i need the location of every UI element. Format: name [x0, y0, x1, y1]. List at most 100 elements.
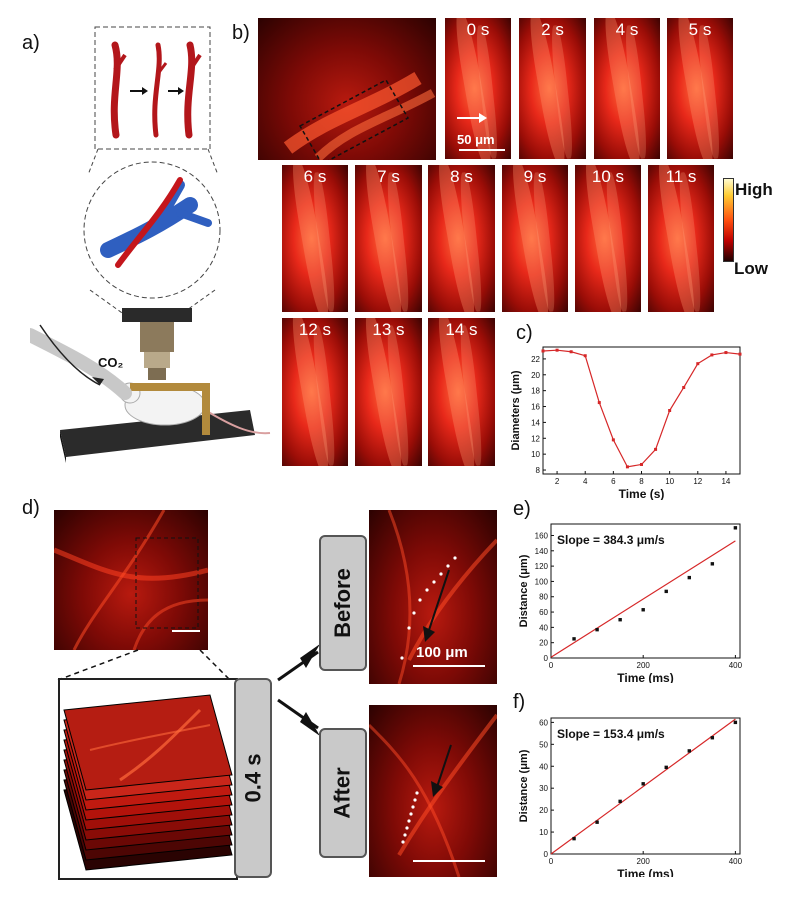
data-point — [738, 352, 742, 356]
frame-tile: 11 s — [648, 165, 714, 312]
data-point — [710, 353, 714, 357]
arrow-icon — [92, 377, 104, 385]
frame-time-label: 2 s — [541, 20, 564, 39]
before-image: 100 μm — [369, 510, 497, 684]
x-axis-label: Time (s) — [619, 487, 665, 500]
arrow-right-icon — [178, 87, 184, 95]
artery-icon — [115, 177, 183, 268]
frame-time-label: 4 s — [615, 20, 639, 39]
data-point — [595, 820, 599, 824]
frame-time-label: 13 s — [372, 320, 405, 339]
x-axis-label: Time (ms) — [617, 671, 673, 683]
data-point — [668, 409, 672, 412]
gas-label: CO₂ — [98, 355, 124, 370]
y-tick-label: 10 — [539, 828, 548, 837]
frame-stack-box — [58, 678, 238, 880]
fit-line — [550, 540, 736, 658]
data-point — [664, 589, 668, 594]
panel-label-a: a) — [22, 32, 40, 54]
x-tick-label: 2 — [555, 477, 560, 486]
frame-tile: 9 s — [502, 165, 568, 312]
x-tick-label: 0 — [549, 661, 554, 670]
frame-time-label: 9 s — [523, 167, 547, 186]
y-axis-label: Distance (μm) — [518, 749, 530, 822]
arrow-right-icon — [142, 87, 148, 95]
panel-label-b: b) — [232, 22, 250, 44]
data-point — [654, 447, 658, 451]
chart-e: 0 200 400 0 20 40 60 80 100 120 140 160 Time (ms) Dis… — [518, 523, 743, 683]
frame-tile: 2 s — [519, 18, 586, 159]
after-image — [369, 705, 497, 877]
frame-tile: 14 s — [428, 318, 495, 466]
flow-arrow-icon — [423, 626, 435, 642]
after-tag: After — [319, 728, 367, 858]
y-tick-label: 40 — [539, 762, 548, 771]
y-tick-label: 18 — [531, 387, 540, 396]
x-tick-label: 4 — [583, 477, 588, 486]
holder-icon — [130, 383, 210, 391]
data-point — [583, 354, 587, 358]
frame-time-label: 12 s — [298, 320, 332, 339]
data-point — [618, 618, 622, 622]
frame-tile: 7 s — [355, 165, 422, 312]
x-tick-label: 6 — [611, 477, 616, 486]
data-point — [696, 362, 700, 366]
duration-tag: 0.4 s — [234, 678, 272, 878]
data-point — [555, 348, 559, 352]
frame-tile: 13 s — [355, 318, 422, 466]
panel-label-e: e) — [513, 498, 531, 520]
frame-tile: 8 s — [428, 165, 495, 312]
y-tick-label: 12 — [531, 434, 540, 443]
data-point — [724, 351, 728, 355]
data-point — [625, 465, 629, 469]
frame-stack-icon — [63, 694, 233, 871]
x-tick-label: 0 — [549, 857, 554, 866]
x-tick-label: 200 — [637, 857, 651, 866]
particle-trace — [401, 791, 419, 844]
chart-f: 0 200 400 0 10 20 30 40 50 60 Time (ms) Distance (μ… — [518, 717, 743, 877]
data-point — [572, 836, 576, 841]
frame-tile: 0 s 50 μm — [445, 18, 511, 159]
colorbar-low-label: Low — [734, 259, 768, 278]
y-axis-label: Distance (μm) — [518, 554, 530, 627]
data-point — [710, 562, 715, 566]
frame-tile: 5 s — [667, 18, 733, 159]
y-tick-label: 22 — [531, 355, 540, 364]
colorbar — [723, 178, 734, 262]
data-point — [569, 350, 573, 354]
slope-annotation: Slope = 153.4 μm/s — [557, 727, 665, 741]
chart-c: 2 4 6 8 10 12 14 8 10 12 14 16 18 20 22 Time (s) Diamete… — [510, 346, 742, 500]
gas-tube-icon — [23, 328, 132, 400]
panel-label-c: c) — [516, 322, 533, 344]
data-point — [664, 765, 668, 770]
frame-time-label: 11 s — [665, 167, 697, 186]
plot-frame — [550, 717, 741, 855]
frame-tile: 6 s — [282, 165, 348, 312]
x-tick-label: 12 — [693, 477, 702, 486]
y-tick-label: 140 — [535, 547, 549, 556]
before-tag: Before — [319, 535, 367, 671]
overview-image — [258, 18, 436, 160]
y-tick-label: 60 — [539, 608, 548, 617]
x-tick-label: 400 — [729, 857, 743, 866]
y-tick-label: 16 — [531, 403, 540, 412]
data-point — [541, 349, 545, 353]
data-point — [611, 438, 615, 442]
flow-arrow-icon — [479, 113, 487, 123]
data-point — [597, 401, 601, 405]
vessel-icon — [110, 41, 121, 139]
vessel-icon — [152, 42, 162, 138]
particle-trace — [400, 556, 457, 660]
y-tick-label: 10 — [531, 450, 540, 459]
data-point — [733, 720, 738, 725]
x-tick-label: 8 — [639, 477, 644, 486]
vessel-icon — [184, 41, 196, 139]
data-point — [682, 385, 686, 389]
x-axis-label: Time (ms) — [617, 867, 673, 877]
panel-a-illustration: CO₂ — [23, 25, 280, 465]
roi-box — [135, 537, 199, 629]
frame-time-label: 0 s — [466, 20, 490, 39]
data-point — [733, 526, 738, 530]
y-axis-label: Diameters (μm) — [510, 370, 522, 450]
scale-bar-label: 50 μm — [457, 132, 495, 147]
